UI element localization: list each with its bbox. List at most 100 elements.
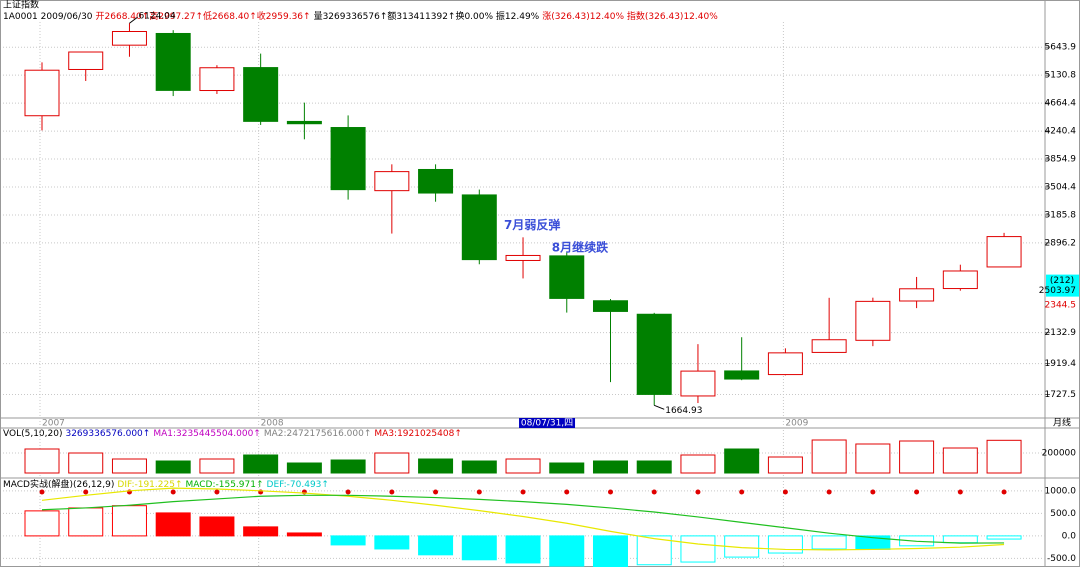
candle-body <box>636 313 672 395</box>
volume-bar <box>155 460 191 474</box>
signal-dot <box>520 489 526 495</box>
signal-dot <box>914 489 920 495</box>
candle-body <box>549 255 585 299</box>
volume-bar <box>243 454 279 474</box>
macd-bar <box>505 535 541 564</box>
volume-bar <box>68 452 104 474</box>
signal-dot <box>214 489 220 495</box>
volume-bar <box>461 460 497 474</box>
header-item: MA3:1921025408↑ <box>374 429 461 439</box>
header-item: MA1:3235445504.000↑ <box>153 429 261 439</box>
x-tick-label: 2008 <box>261 419 284 429</box>
signal-dot <box>345 489 351 495</box>
y-tick-label: 1000.0 <box>1045 486 1077 496</box>
macd-bar <box>374 535 410 550</box>
candle-body <box>767 352 803 376</box>
macd-bar <box>461 535 497 561</box>
macd-bar <box>111 505 147 537</box>
candle-body <box>811 339 847 353</box>
high-label: 6124.04 <box>138 12 175 22</box>
y-tick-label: 3185.8 <box>1045 210 1077 220</box>
signal-dot <box>83 489 89 495</box>
leader <box>654 404 665 410</box>
cursor-date-box <box>519 418 576 428</box>
signal-dot <box>476 489 482 495</box>
header-line: VOL(5,10,20) 3269336576.000↑ MA1:323544550… <box>3 429 462 439</box>
signal-dot <box>651 489 657 495</box>
header-line: 1A0001 2009/06/30 开2668.40↑高2997.27↑低2668… <box>3 10 718 22</box>
signal-dot <box>695 489 701 495</box>
y-tick-label: 0.0 <box>1062 531 1077 541</box>
candle-body <box>899 288 935 302</box>
candle-body <box>855 300 891 341</box>
candle-body <box>986 236 1022 268</box>
y-tick-label: 1919.4 <box>1045 359 1077 369</box>
header-item: MACD实战(解盘)(26,12,9) <box>3 478 114 490</box>
volume-bar <box>199 458 235 474</box>
y-tick-label: 5643.9 <box>1045 43 1077 53</box>
header-item: 1A0001 2009/06/30 <box>3 12 93 22</box>
volume-bar <box>592 460 628 474</box>
volume-bar <box>374 452 410 474</box>
macd-bar <box>286 532 322 537</box>
y-tick-label: -500.0 <box>1047 554 1076 564</box>
y-tick-label: 500.0 <box>1050 509 1076 519</box>
candle-body <box>680 370 716 397</box>
y-tick-label: 4240.4 <box>1045 127 1077 137</box>
candle-body <box>592 300 628 312</box>
signal-dot <box>389 489 395 495</box>
header-item: VOL(5,10,20) <box>3 429 62 439</box>
low-label: 1664.93 <box>665 406 702 416</box>
y-tick-label: 5130.8 <box>1045 71 1077 81</box>
candle-body <box>724 370 760 380</box>
cursor-price-box <box>1046 274 1079 297</box>
annotation: 8月继续跌 <box>552 240 609 255</box>
macd-bar <box>636 535 672 566</box>
volume-bar <box>680 454 716 474</box>
signal-dot <box>39 489 45 495</box>
macd-line <box>41 487 1005 551</box>
signal-dot <box>826 489 832 495</box>
signal-dot <box>1001 489 1007 495</box>
macd-bar <box>24 510 60 537</box>
period-label: 月线 <box>1053 417 1071 429</box>
candle-body <box>461 194 497 261</box>
header-item: DEF:-70.493↑ <box>267 480 329 490</box>
volume-bar <box>549 462 585 474</box>
header-line: MACD实战(解盘)(26,12,9) DIF:-191.225↑ MACD:-15… <box>3 478 329 490</box>
x-tick-label: 2009 <box>785 419 808 429</box>
volume-bar <box>418 458 454 474</box>
candle-body <box>155 32 191 91</box>
y-tick-label: 4664.4 <box>1045 99 1077 109</box>
candle-body <box>942 270 978 290</box>
signal-dot <box>957 489 963 495</box>
volume-bar <box>24 448 60 474</box>
header-item: MA2:2472175616.000↑ <box>264 429 372 439</box>
y-tick-label: 3504.4 <box>1045 182 1077 192</box>
candle-body <box>418 168 454 194</box>
signal-dot <box>739 489 745 495</box>
macd-bar <box>767 535 803 554</box>
macd-bar <box>680 535 716 563</box>
macd-bar <box>68 507 104 537</box>
cursor-count: (212) <box>1050 276 1074 286</box>
candle-body <box>243 67 279 122</box>
volume-bar <box>505 458 541 474</box>
macd-bar <box>155 512 191 537</box>
x-tick-label: 2007 <box>42 419 65 429</box>
macd-bar <box>986 535 1022 540</box>
candle-body <box>374 171 410 192</box>
candle-body <box>68 51 104 70</box>
candle-body <box>111 31 147 46</box>
volume-bar <box>286 462 322 474</box>
header-item: DIF:-191.225↑ <box>117 480 182 490</box>
chart-title: 上证指数 <box>3 0 39 11</box>
macd-bar <box>243 526 279 537</box>
macd-bar <box>330 535 366 546</box>
volume-bar <box>899 440 935 474</box>
header-item: 开2668.40↑高2997.27↑低2668.40↑收2959.36↑ <box>96 10 311 22</box>
candle-body <box>24 69 60 117</box>
y-tick-label: 200000 <box>1042 449 1077 459</box>
